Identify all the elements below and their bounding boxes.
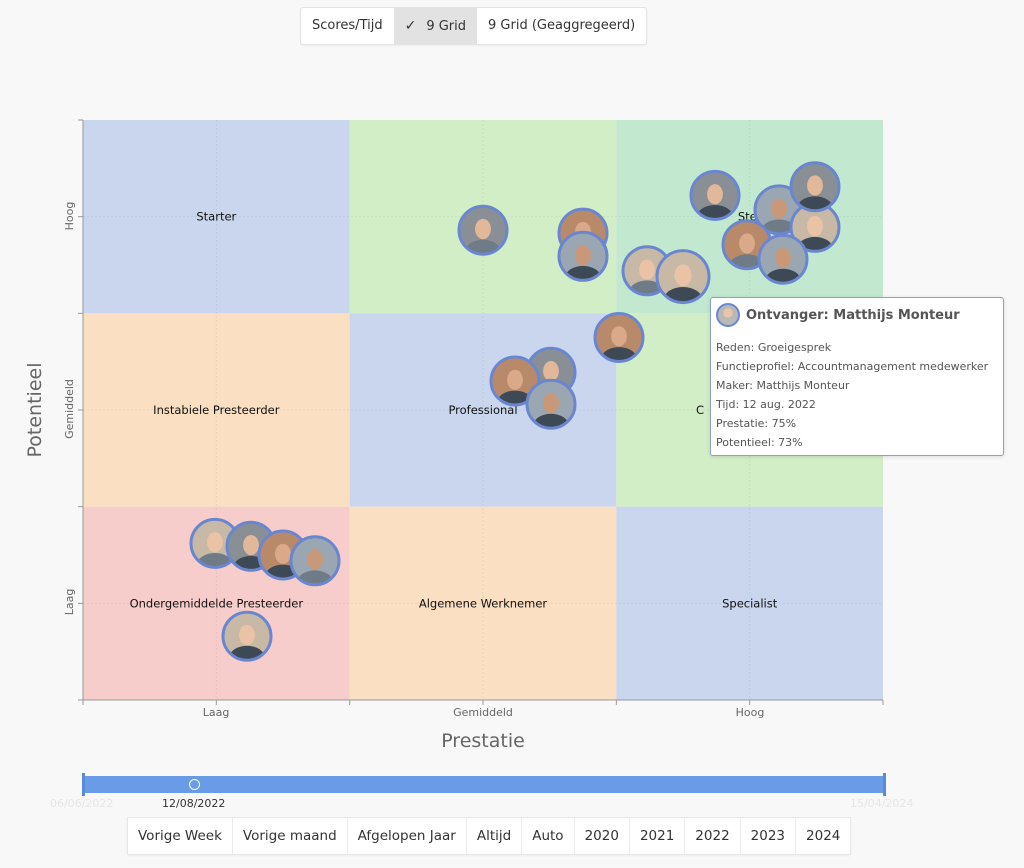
tooltip-tijd: Tijd: 12 aug. 2022 bbox=[716, 398, 816, 411]
cell-label: C bbox=[696, 403, 704, 417]
data-point[interactable] bbox=[289, 535, 341, 595]
timeline-knob[interactable] bbox=[189, 779, 201, 790]
range-2023[interactable]: 2023 bbox=[741, 818, 797, 854]
cell-label: Ondergemiddelde Presteerder bbox=[130, 596, 304, 610]
y-axis-title: Potentieel bbox=[24, 363, 46, 458]
data-point[interactable] bbox=[757, 233, 809, 293]
cell-label: Instabiele Presteerder bbox=[153, 403, 280, 417]
timeline-end-label: 15/04/2024 bbox=[850, 797, 914, 810]
data-point[interactable] bbox=[689, 169, 741, 229]
range-handle-end[interactable] bbox=[883, 773, 886, 796]
y-tick-laag: Laag bbox=[63, 589, 76, 616]
x-tick-gemiddeld: Gemiddeld bbox=[453, 706, 513, 719]
timeline-start-label: 06/06/2022 bbox=[50, 797, 114, 810]
x-tick-laag: Laag bbox=[203, 706, 230, 719]
data-point[interactable] bbox=[221, 610, 273, 670]
range-altijd[interactable]: Altijd bbox=[467, 818, 523, 854]
range-2020[interactable]: 2020 bbox=[575, 818, 630, 854]
tooltip-prestatie: Prestatie: 75% bbox=[716, 417, 797, 430]
range-vorige-maand[interactable]: Vorige maand bbox=[233, 818, 348, 854]
timeline-current-label: 12/08/2022 bbox=[162, 797, 226, 810]
cell-label: Professional bbox=[448, 403, 517, 417]
x-tick-hoog: Hoog bbox=[736, 706, 765, 719]
tab-9-grid[interactable]: ✓ 9 Grid bbox=[393, 8, 478, 44]
data-point-highlighted[interactable] bbox=[655, 249, 711, 313]
cell-label: Specialist bbox=[722, 596, 778, 610]
range-2021[interactable]: 2021 bbox=[630, 818, 686, 854]
tab-label: 9 Grid bbox=[426, 19, 467, 34]
nine-grid-chart: StarterTalentSterInstabiele PresteerderP… bbox=[24, 119, 884, 752]
range-buttons: Vorige Week Vorige maand Afgelopen Jaar … bbox=[127, 817, 852, 855]
tooltip-title: Ontvanger: Matthijs Monteur bbox=[746, 307, 960, 323]
range-handle-start[interactable] bbox=[82, 773, 85, 796]
grid-cell bbox=[349, 506, 617, 700]
range-auto[interactable]: Auto bbox=[522, 818, 575, 854]
tab-9-grid-geaggregeerd[interactable]: 9 Grid (Geaggregeerd) bbox=[488, 18, 636, 33]
range-vorige-week[interactable]: Vorige Week bbox=[128, 818, 233, 854]
range-afgelopen-jaar[interactable]: Afgelopen Jaar bbox=[348, 818, 467, 854]
grid-cell bbox=[83, 313, 350, 507]
view-switcher: Scores/Tijd ✓ 9 Grid 9 Grid (Geaggregeerd… bbox=[300, 7, 648, 45]
tooltip-functieprofiel: Functieprofiel: Accountmanagement medewe… bbox=[716, 360, 989, 373]
data-point[interactable] bbox=[789, 161, 841, 221]
cell-label: Algemene Werknemer bbox=[419, 596, 548, 610]
point-tooltip: Ontvanger: Matthijs Monteur Reden: Groei… bbox=[710, 297, 1004, 456]
data-point[interactable] bbox=[557, 230, 609, 290]
y-tick-gemiddeld: Gemiddeld bbox=[63, 379, 76, 439]
data-point[interactable] bbox=[593, 312, 645, 372]
range-2022[interactable]: 2022 bbox=[685, 818, 741, 854]
tab-scores-tijd[interactable]: Scores/Tijd bbox=[312, 18, 383, 33]
data-point[interactable] bbox=[525, 378, 577, 438]
grid-cell bbox=[616, 506, 883, 700]
cell-label: Starter bbox=[196, 210, 236, 224]
check-icon: ✓ bbox=[404, 18, 417, 34]
tooltip-maker: Maker: Matthijs Monteur bbox=[716, 379, 850, 392]
timeline-slider[interactable] bbox=[82, 773, 886, 796]
avatar bbox=[716, 303, 740, 327]
y-tick-hoog: Hoog bbox=[63, 202, 76, 231]
x-axis-title: Prestatie bbox=[441, 730, 525, 752]
data-point[interactable] bbox=[489, 355, 541, 415]
tooltip-potentieel: Potentieel: 73% bbox=[716, 436, 803, 449]
tooltip-reden: Reden: Groeigesprek bbox=[716, 341, 832, 354]
range-2024[interactable]: 2024 bbox=[806, 828, 841, 844]
grid-cell bbox=[83, 120, 350, 314]
data-point[interactable] bbox=[457, 204, 509, 264]
data-point[interactable] bbox=[225, 520, 277, 580]
